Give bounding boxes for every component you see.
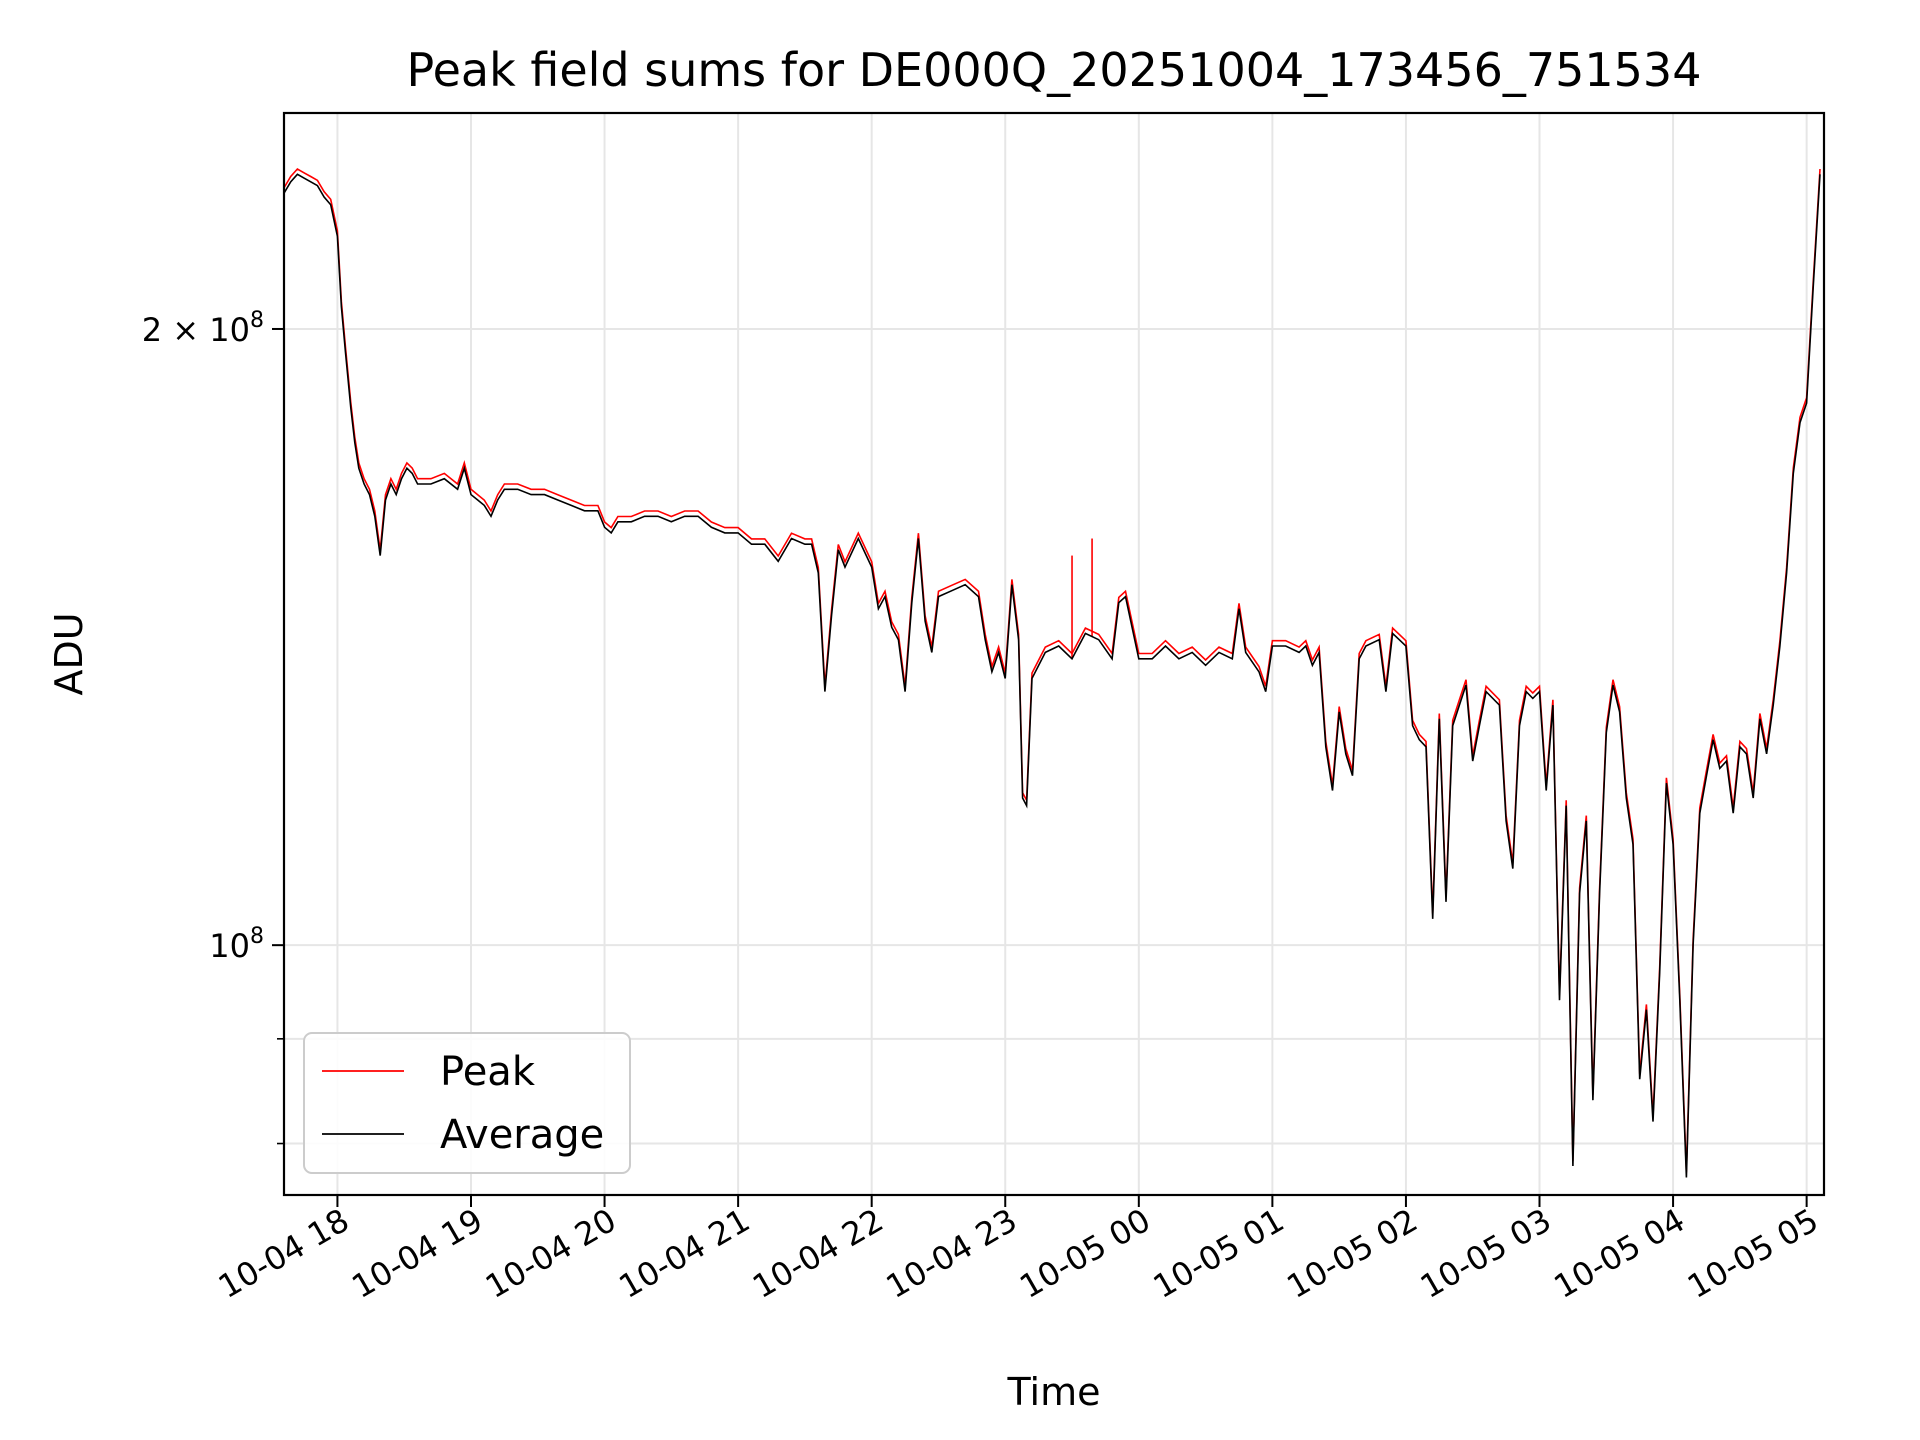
legend-box: [303, 1032, 631, 1174]
legend: Peak Average: [303, 1032, 631, 1174]
series-layer: [284, 167, 1821, 1178]
legend-label-peak: Peak: [440, 1049, 536, 1095]
peak-spikes: [1071, 538, 1093, 659]
y-tick-label-exponent: 8: [250, 308, 264, 333]
y-tick-label-exponent: 8: [250, 924, 264, 949]
y-tick-label: 2 × 108: [142, 308, 264, 349]
legend-label-average: Average: [440, 1112, 604, 1158]
y-tick-label: 108: [209, 924, 264, 965]
chart-title: Peak field sums for DE000Q_20251004_1734…: [407, 43, 1702, 97]
y-tick-label-base: 10: [209, 927, 250, 965]
y-axis-label: ADU: [47, 612, 91, 695]
plot-frame: [282, 111, 1826, 1197]
x-axis-label: Time: [1007, 1370, 1101, 1414]
y-tick-label-base: 2 × 10: [142, 311, 250, 349]
series-line-peak: [284, 167, 1821, 1173]
series-line-average: [284, 173, 1821, 1178]
